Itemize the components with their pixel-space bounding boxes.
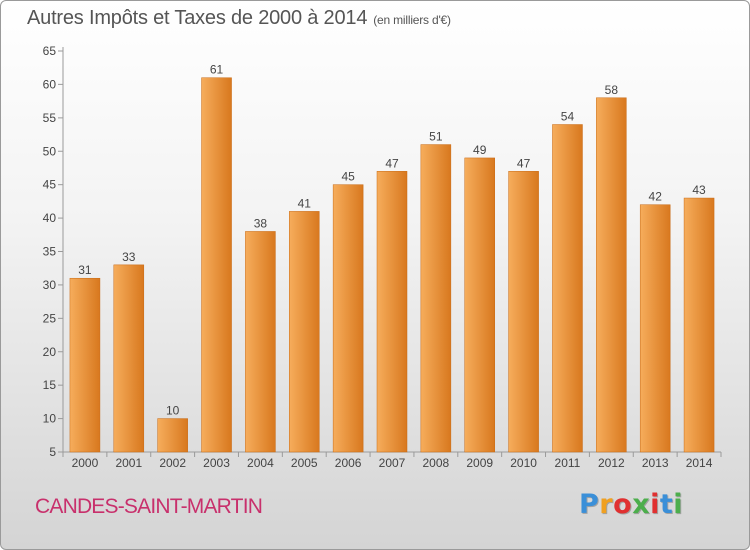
x-tick-label: 2007	[379, 456, 406, 470]
bar-value-label: 51	[429, 130, 443, 144]
logo-letter: r	[599, 489, 614, 520]
bar-value-label: 43	[692, 183, 706, 197]
x-tick-label: 2001	[115, 456, 142, 470]
x-tick-label: 2003	[203, 456, 230, 470]
y-tick-label: 30	[43, 278, 57, 292]
bar	[508, 171, 539, 453]
y-tick-label: 10	[43, 412, 57, 426]
y-tick-label: 65	[43, 44, 57, 58]
x-tick-label: 2006	[335, 456, 362, 470]
y-tick-label: 60	[43, 77, 57, 91]
logo-letter: i	[650, 489, 660, 520]
x-tick-label: 2013	[642, 456, 669, 470]
y-tick-label: 20	[43, 345, 57, 359]
x-tick-label: 2005	[291, 456, 318, 470]
x-tick-label: 2010	[510, 456, 537, 470]
bar	[683, 197, 715, 453]
chart-title: Autres Impôts et Taxes de 2000 à 2014 (en…	[27, 7, 451, 30]
chart-data-labels: 31 33 10 61 38 41 45 47 51 49 47 54 58 42 43	[78, 63, 706, 418]
logo-letter: t	[659, 489, 674, 520]
y-tick-label: 55	[43, 111, 57, 125]
bar-value-label: 61	[210, 63, 224, 77]
y-tick-label: 15	[43, 378, 57, 392]
bar	[420, 144, 452, 453]
bar	[157, 418, 188, 453]
bar	[464, 157, 495, 453]
chart-title-text: Autres Impôts et Taxes de 2000 à 2014	[27, 7, 368, 29]
bar-value-label: 33	[122, 250, 136, 264]
bar	[552, 124, 583, 453]
chart-bars	[69, 77, 715, 453]
logo-letter: i	[673, 489, 684, 520]
y-tick-label: 40	[43, 211, 57, 225]
proxiti-logo: Proxiti	[579, 489, 683, 520]
bar-value-label: 47	[385, 156, 399, 170]
y-tick-label: 5	[49, 445, 56, 459]
bar	[596, 97, 627, 453]
chart-unit: (en milliers d'€)	[373, 13, 451, 27]
x-tick-label: 2012	[598, 456, 625, 470]
bar-value-label: 45	[341, 170, 355, 184]
y-tick-label: 35	[43, 245, 57, 259]
bar	[376, 171, 408, 453]
x-tick-label: 2009	[466, 456, 493, 470]
bar-value-label: 58	[605, 83, 619, 97]
logo-letter: o	[613, 489, 633, 520]
y-tick-label: 25	[43, 311, 57, 325]
bar	[639, 204, 671, 453]
y-tick-label: 50	[43, 144, 57, 158]
bar	[113, 264, 145, 453]
bar-value-label: 42	[649, 190, 663, 204]
bar	[201, 77, 232, 453]
logo-letter: P	[579, 489, 600, 520]
bar-value-label: 41	[298, 196, 312, 210]
bar-value-label: 54	[561, 110, 575, 124]
place-name: CANDES-SAINT-MARTIN	[35, 495, 263, 518]
y-tick-label: 45	[43, 178, 57, 192]
bar-value-label: 31	[78, 263, 92, 277]
bar-value-label: 10	[166, 404, 180, 418]
x-tick-label: 2000	[72, 456, 99, 470]
x-tick-label: 2011	[555, 456, 581, 470]
bar	[69, 277, 101, 453]
x-tick-label: 2004	[247, 456, 274, 470]
bar	[289, 211, 320, 453]
x-tick-label: 2014	[686, 456, 713, 470]
bar-value-label: 38	[254, 216, 268, 230]
logo-letter: x	[632, 489, 651, 520]
bar-value-label: 47	[517, 156, 531, 170]
bar-value-label: 49	[473, 143, 487, 157]
x-tick-label: 2008	[423, 456, 450, 470]
x-tick-label: 2002	[159, 456, 186, 470]
bar	[245, 231, 276, 453]
bar	[332, 184, 364, 453]
